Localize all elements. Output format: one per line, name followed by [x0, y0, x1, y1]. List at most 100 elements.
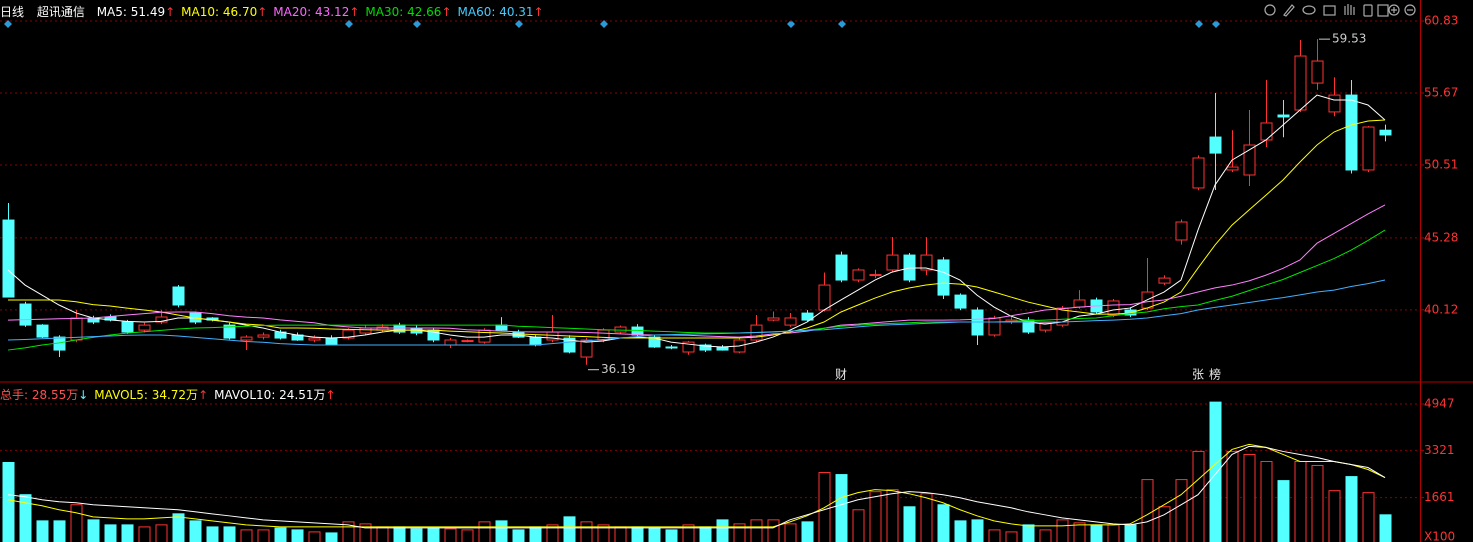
- window-icon[interactable]: [1323, 5, 1336, 16]
- volume-bar: [87, 519, 100, 542]
- legend-entry: MA10: 46.70: [181, 5, 258, 19]
- zoom-out-icon[interactable]: [1404, 4, 1416, 16]
- y-tick-label: 55.67: [1424, 85, 1458, 99]
- volume-bar: [1294, 460, 1307, 542]
- volume-bar: [155, 524, 168, 542]
- volume-bar: [682, 524, 695, 542]
- volume-bar: [767, 519, 780, 542]
- volume-bar: [733, 523, 746, 542]
- candle-body: [1243, 144, 1256, 176]
- legend-entry: MAVOL10: 24.51万: [214, 388, 326, 402]
- volume-bar: [1311, 465, 1324, 542]
- candle-body: [1277, 114, 1290, 118]
- trend-arrow: ↑: [349, 5, 360, 19]
- volume-bar: [121, 524, 134, 542]
- volume-bar: [529, 526, 542, 542]
- volume-bar: [1039, 529, 1052, 542]
- candle-body: [1345, 94, 1358, 171]
- volume-bar: [716, 519, 729, 542]
- candle-body: [121, 321, 134, 333]
- volume-bar: [274, 527, 287, 542]
- volume-bar: [1345, 476, 1358, 542]
- event-marker: [515, 20, 523, 28]
- ma-line: [7, 94, 1386, 348]
- candle-body: [325, 337, 338, 345]
- copy-icon[interactable]: [1377, 4, 1389, 17]
- volume-bar: [308, 531, 321, 542]
- ma-line: [7, 229, 1386, 351]
- candle-body: [784, 317, 797, 326]
- volume-bar: [1175, 479, 1188, 542]
- volume-bar: [1141, 479, 1154, 542]
- volume-bar: [240, 529, 253, 542]
- lock-icon[interactable]: [1363, 4, 1373, 17]
- candle-body: [223, 324, 236, 339]
- trend-arrow: ↑: [533, 5, 544, 19]
- event-marker: [1195, 20, 1203, 28]
- volume-bar: [376, 526, 389, 542]
- event-marker: [1212, 20, 1220, 28]
- volume-bar: [172, 513, 185, 542]
- trend-arrow: ↑: [257, 5, 268, 19]
- candle-body: [852, 269, 865, 281]
- y-tick-label: 1661: [1424, 490, 1455, 504]
- event-label: 财: [835, 368, 847, 382]
- candle-body: [1311, 60, 1324, 84]
- volume-bar: [291, 529, 304, 542]
- candle-body: [954, 294, 967, 309]
- price-header: 日线 超讯通信 MA5: 51.49↑ MA10: 46.70↑ MA20: 43.…: [0, 3, 550, 20]
- volume-bar: [1073, 522, 1086, 542]
- candle-body: [155, 316, 168, 323]
- view-icon[interactable]: [1302, 5, 1316, 15]
- volume-bar: [478, 521, 491, 542]
- candle-body: [818, 284, 831, 311]
- volume-bar: [342, 521, 355, 542]
- candle-body: [801, 312, 814, 321]
- volume-bar: [189, 520, 202, 542]
- candle-body: [342, 329, 355, 339]
- legend-entry: MA30: 42.66: [365, 5, 442, 19]
- volume-bar: [36, 520, 49, 542]
- volume-bar: [19, 494, 32, 542]
- trend-arrow: ↑: [441, 5, 452, 19]
- volume-bar: [1124, 524, 1137, 542]
- candle-body: [308, 337, 321, 341]
- toolbar: [1264, 4, 1416, 17]
- candle-body: [529, 336, 542, 346]
- candle-body: [563, 337, 576, 353]
- volume-bar: [801, 521, 814, 542]
- volume-bar: [988, 529, 1001, 542]
- y-tick-label: 4947: [1424, 397, 1455, 411]
- zoom-in-icon[interactable]: [1388, 4, 1400, 16]
- event-label: 张: [1192, 368, 1204, 382]
- candle-body: [869, 274, 882, 277]
- volume-title: 总手: 28.55万: [0, 388, 79, 402]
- trend-arrow: ↑: [198, 388, 209, 402]
- stock-name: 超讯通信: [36, 5, 85, 19]
- volume-bar: [597, 524, 610, 542]
- draw-icon[interactable]: [1283, 4, 1295, 17]
- volume-bar: [393, 526, 406, 542]
- volume-bar: [648, 527, 661, 542]
- volume-bar: [1005, 531, 1018, 542]
- candle-body: [444, 339, 457, 346]
- settings-icon[interactable]: [1264, 4, 1276, 16]
- hand-icon[interactable]: [1344, 4, 1355, 15]
- candle-body: [988, 317, 1001, 336]
- volume-bar: [1260, 460, 1273, 542]
- volume-bar: [1277, 480, 1290, 542]
- legend-entry: MA5: 51.49: [96, 5, 166, 19]
- candle-body: [1328, 94, 1341, 113]
- event-markers: [4, 20, 1220, 28]
- candle-body: [240, 336, 253, 341]
- zoom-in-plus: [1391, 7, 1397, 13]
- volume-bar: [886, 489, 899, 542]
- volume-bar: [495, 520, 508, 542]
- candle-body: [19, 303, 32, 326]
- event-label: 榜: [1209, 367, 1221, 382]
- candle-body: [1362, 126, 1375, 171]
- candle-body: [767, 317, 780, 321]
- event-marker: [413, 20, 421, 28]
- volume-bar: [631, 526, 644, 542]
